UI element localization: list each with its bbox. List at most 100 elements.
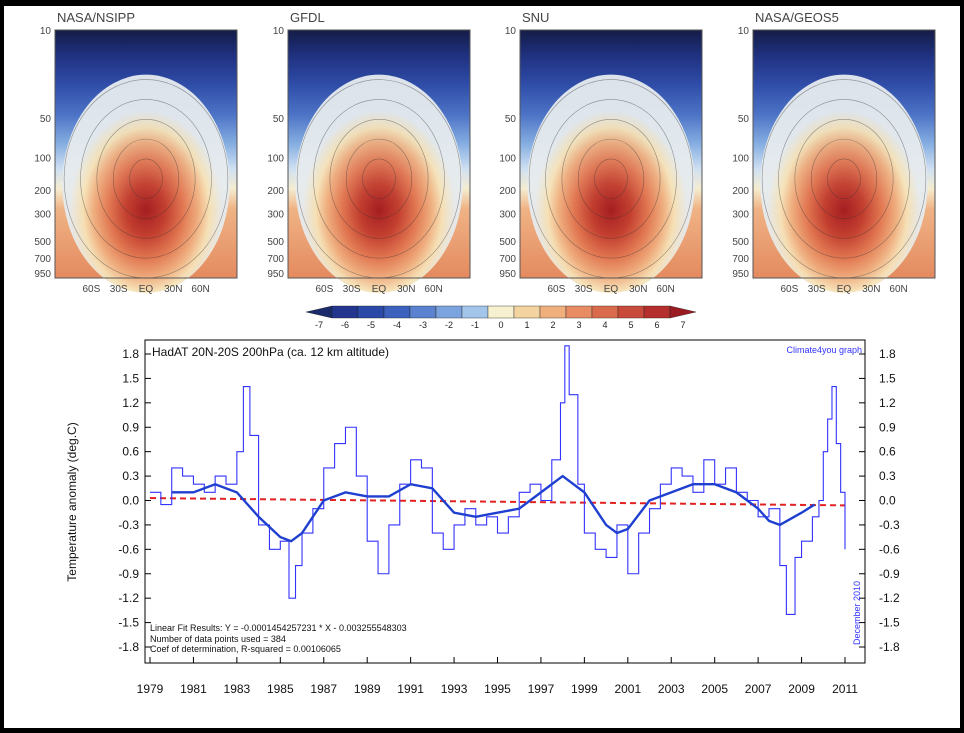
x-tick-label: 1979 [137,682,164,696]
lat-tick: 60N [191,284,209,295]
pressure-tick: 700 [34,254,51,265]
contour-line [112,138,180,219]
y-tick-label-right: -1.5 [879,616,900,630]
pressure-tick: 300 [34,210,51,221]
colorbar-label: -1 [471,320,479,330]
panel-border [519,29,703,279]
y-tick-label: 1.2 [122,396,139,410]
pressure-tick: 100 [499,154,516,165]
colorbar-label: 7 [680,320,685,330]
y-tick-label: 0.6 [122,445,139,459]
pressure-tick: 950 [732,269,749,280]
lat-tick: 60N [424,284,442,295]
lat-tick: 60S [316,284,334,295]
colorbar-segment [513,305,541,319]
y-tick-label: -0.3 [118,518,139,532]
lat-tick: EQ [372,284,387,295]
y-tick-label-right: 0.9 [879,420,896,434]
x-tick-label: 2001 [614,682,641,696]
contour-line [577,138,645,219]
colorbar-segment [539,305,567,319]
colorbar-segment [305,305,333,319]
panel-4: NASA/GEOS5 10 50 100 200 300 500 700 950 60S 30S EQ… [732,10,936,295]
y-tick-label: -0.9 [118,567,139,581]
pressure-tick: 500 [732,237,749,248]
lat-tick: 60N [656,284,674,295]
lat-tick: 30S [343,284,361,295]
x-tick-label: 1983 [224,682,251,696]
lat-tick: EQ [837,284,852,295]
pressure-tick: 200 [34,186,51,197]
colorbar-label: -3 [419,320,427,330]
pressure-tick: 200 [499,186,516,197]
monthly-anomaly-line [150,345,846,615]
time-series-chart: 1.8 1.8 1.5 1.5 1.2 1.2 0.9 0.9 0.6 0.6 0.3 0.3 0.0 0… [65,339,900,696]
lat-tick: 60S [548,284,566,295]
x-tick-label: 1995 [484,682,511,696]
pressure-tick: 50 [40,114,52,125]
colorbar-segment [435,305,463,319]
contour-line [827,158,861,199]
contour-line [345,138,413,219]
panel-title: NASA/NSIPP [57,10,135,25]
pressure-tick: 10 [738,26,750,37]
contour-line [129,158,163,199]
colorbar-segment [409,305,437,319]
colorbar-segment [383,305,411,319]
y-tick-label: 1.8 [122,347,139,361]
end-date-label: December 2010 [852,581,862,645]
lat-tick: EQ [139,284,154,295]
pressure-tick: 100 [267,154,284,165]
lat-tick: 30N [397,284,415,295]
contour-line [80,99,212,259]
x-tick-label: 2003 [658,682,685,696]
pressure-tick: 700 [732,254,749,265]
colorbar-segment [565,305,593,319]
y-tick-label-right: -1.2 [879,591,900,605]
contour-line [810,138,878,219]
y-tick-label-right: 1.2 [879,396,896,410]
model-panels: NASA/NSIPP 10 50 100 200 300 500 700 950 60S 30S EQ… [34,10,936,295]
panel-title: SNU [522,10,549,25]
lat-tick: 30N [629,284,647,295]
contour-line [96,118,196,239]
lat-tick: 60S [83,284,101,295]
colorbar-label: 2 [550,320,555,330]
x-tick-label: 1999 [571,682,598,696]
x-tick-label: 2005 [701,682,728,696]
contour-line [561,118,661,239]
lat-tick: EQ [604,284,619,295]
pressure-tick: 500 [34,237,51,248]
fit-line-2: Number of data points used = 384 [150,634,286,644]
colorbar-label: -2 [445,320,453,330]
y-tick-label-right: 0.3 [879,469,896,483]
pressure-tick: 50 [505,114,517,125]
colorbar-label: -5 [367,320,375,330]
y-tick-label: 0.9 [122,420,139,434]
pressure-tick: 200 [267,186,284,197]
contour-line [778,99,910,259]
colorbar-label: -6 [341,320,349,330]
x-tick-label: 1991 [397,682,424,696]
panel-2: GFDL 10 50 100 200 300 500 700 950 60S 30S EQ 30N 60N [267,10,471,295]
pressure-tick: 100 [732,154,749,165]
pressure-tick: 500 [499,237,516,248]
colorbar-segment [591,305,619,319]
y-tick-label-right: -0.9 [879,567,900,581]
fit-line-3: Coef of determination, R-squared = 0.001… [150,644,341,654]
x-tick-label: 2011 [832,682,858,696]
panel-border [752,29,936,279]
colorbar-segment [357,305,385,319]
y-tick-label: 0.3 [122,469,139,483]
pressure-tick: 500 [267,237,284,248]
lat-tick: 30N [164,284,182,295]
lat-tick: 30S [808,284,826,295]
x-tick-label: 2009 [788,682,815,696]
x-tick-label: 1981 [180,682,207,696]
colorbar-label: -7 [315,320,323,330]
contour-line [594,158,628,199]
panel-title: NASA/GEOS5 [755,10,839,25]
colorbar-label: -4 [393,320,401,330]
y-tick-label-right: -0.3 [879,518,900,532]
lat-tick: 30S [575,284,593,295]
